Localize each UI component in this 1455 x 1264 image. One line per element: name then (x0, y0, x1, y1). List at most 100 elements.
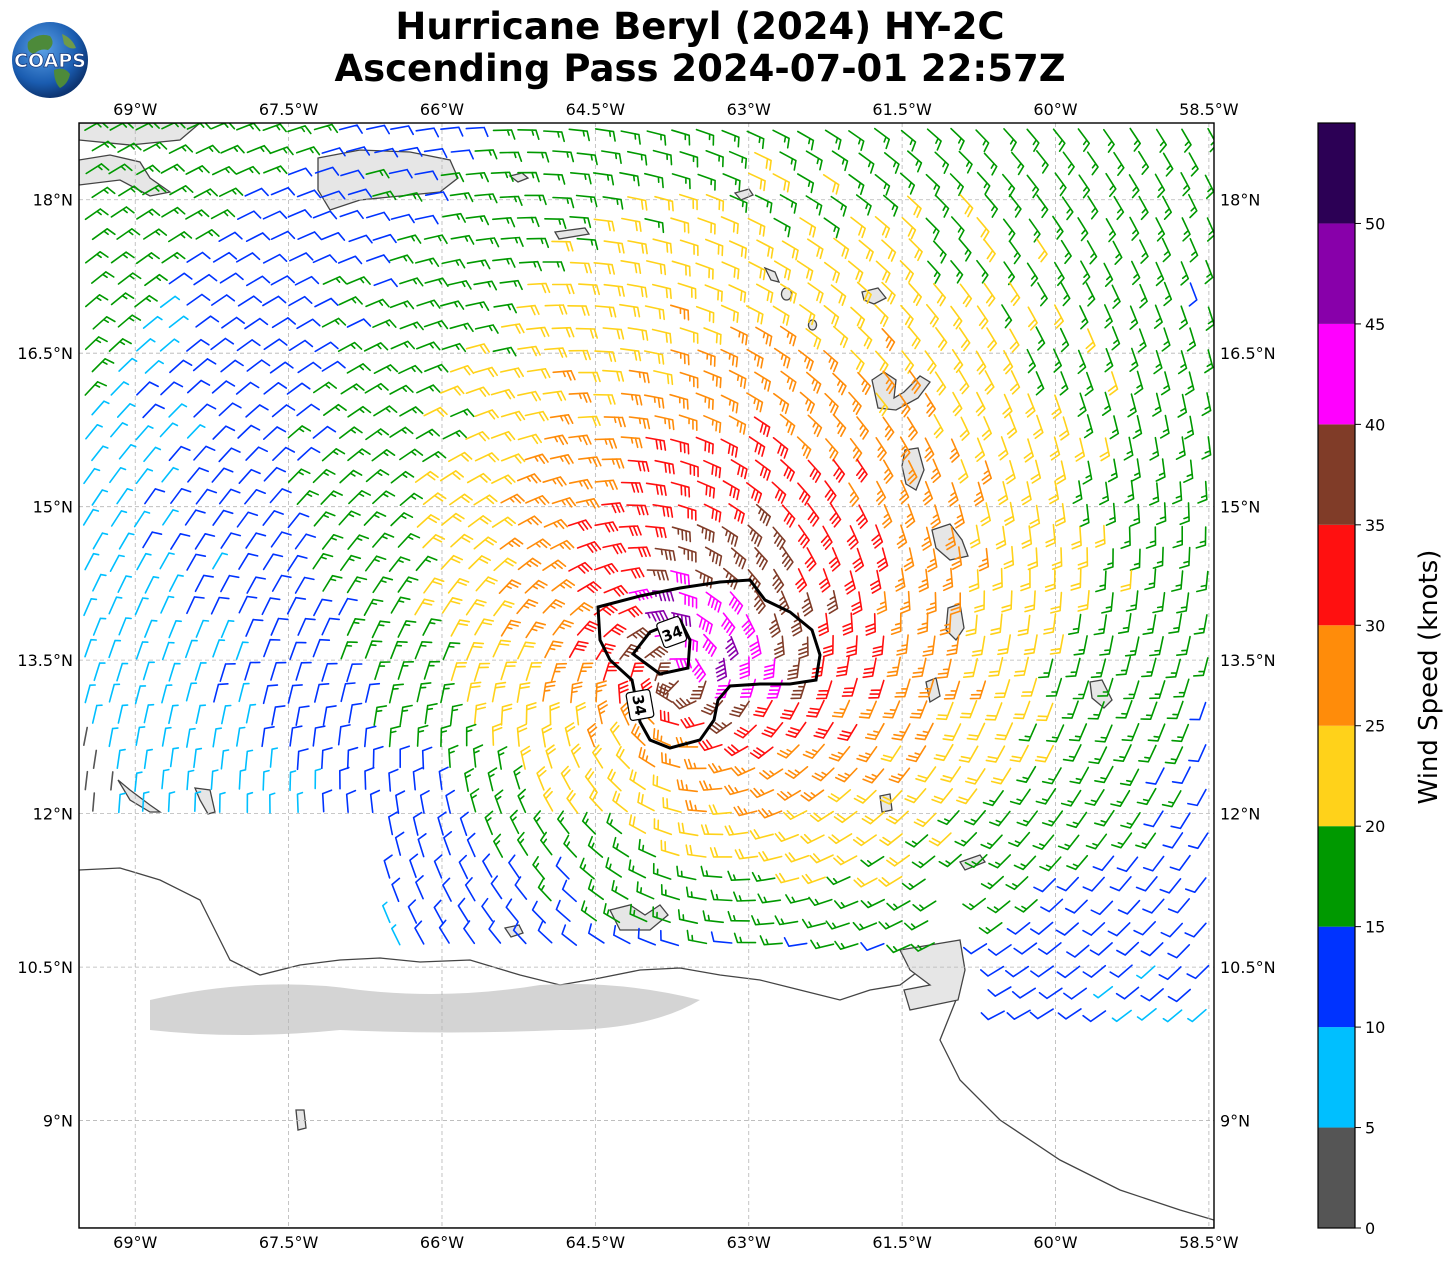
wind-barb (746, 348, 764, 369)
wind-barb (823, 305, 840, 327)
wind-barb (652, 283, 672, 300)
wind-barb (416, 341, 441, 351)
wind-barb (474, 324, 499, 334)
wind-barb (544, 304, 568, 315)
wind-barb (950, 305, 963, 330)
wind-barb (416, 514, 440, 528)
wind-barb (109, 123, 134, 131)
wind-barb (1008, 194, 1022, 218)
lon-tick-label-bottom: 66°W (420, 1233, 464, 1252)
wind-barb (597, 700, 608, 725)
wind-barb (397, 234, 422, 244)
wind-barb (193, 747, 203, 769)
wind-barb (437, 811, 447, 836)
wind-barb (627, 196, 648, 211)
wind-barb (339, 469, 363, 484)
wind-barb (1003, 128, 1017, 152)
wind-barb (1090, 658, 1107, 679)
wind-barb (660, 929, 680, 947)
wind-barb (346, 318, 372, 328)
wind-barb (390, 470, 415, 484)
wind-barb (84, 208, 109, 221)
wind-barb (142, 184, 167, 196)
wind-barb (849, 438, 863, 462)
wind-barb (186, 769, 195, 791)
wind-barb (194, 791, 202, 812)
wind-barb (135, 252, 160, 265)
wind-barb (262, 295, 287, 307)
wind-barb (644, 645, 669, 659)
wind-barb (193, 445, 216, 461)
wind-barb (1056, 965, 1081, 979)
wind-barb (722, 173, 741, 191)
wind-barb (627, 459, 650, 472)
wind-barb (117, 314, 142, 328)
wind-barb (1005, 876, 1029, 891)
wind-barb (671, 129, 691, 146)
wind-barb (263, 338, 288, 351)
wind-barb (346, 276, 371, 285)
wind-barb (372, 319, 397, 328)
colorbar-bin (1318, 323, 1355, 425)
wind-barb (372, 190, 397, 201)
wind-barb (388, 683, 404, 704)
wind-barb (1052, 215, 1064, 240)
wind-barb (671, 612, 692, 627)
wind-barb (800, 833, 825, 844)
wind-barb (1125, 590, 1139, 612)
wind-barb (269, 146, 294, 156)
lon-tick-label-bottom: 61.5°W (872, 1233, 932, 1252)
wind-barb (933, 414, 944, 439)
wind-barb (958, 150, 973, 174)
wind-barb (218, 187, 244, 197)
wind-barb (419, 790, 430, 814)
wind-barb (85, 424, 103, 440)
wind-barb (627, 546, 651, 558)
wind-barb (660, 884, 680, 901)
wind-barb (399, 321, 424, 331)
wind-barb (1088, 746, 1108, 765)
wind-barb (729, 194, 748, 213)
wind-barb (440, 554, 464, 570)
wind-barb (1066, 854, 1089, 871)
wind-barb (1129, 127, 1141, 152)
wind-barb (524, 453, 549, 464)
wind-barb (526, 326, 550, 338)
wind-barb (575, 327, 598, 339)
wind-barb (1187, 788, 1207, 807)
wind-barb (1154, 173, 1166, 198)
wind-barb (390, 125, 414, 136)
wind-barb (423, 148, 448, 159)
lat-tick-label-right: 15°N (1220, 498, 1260, 517)
wind-barb (441, 258, 466, 269)
wind-barb (882, 370, 896, 395)
wind-barb (1083, 414, 1094, 439)
wind-barb (677, 822, 699, 837)
wind-barb (879, 833, 903, 846)
wind-barb (287, 684, 303, 704)
wind-barb (321, 317, 347, 328)
wind-barb (926, 548, 938, 573)
wind-barb (1070, 568, 1082, 591)
wind-barb (135, 123, 160, 131)
wind-barb (730, 766, 756, 777)
wind-barb (193, 403, 217, 418)
wind-barb (580, 900, 597, 922)
wind-barb (806, 699, 825, 718)
wind-barb (518, 260, 542, 272)
wind-barb (1163, 281, 1173, 307)
wind-barb (465, 431, 490, 442)
wind-barb (338, 124, 363, 134)
wind-barb (594, 128, 616, 142)
wind-barb (449, 322, 474, 333)
wind-barb (1059, 371, 1069, 396)
wind-barb (1111, 1009, 1132, 1023)
wind-barb (1036, 238, 1048, 263)
wind-barb (724, 744, 749, 757)
wind-barb (346, 663, 363, 683)
wind-barb (734, 848, 759, 860)
wind-barb (705, 150, 724, 168)
wind-barb (1161, 327, 1171, 352)
wind-barb (958, 459, 969, 484)
wind-barb (450, 149, 474, 160)
